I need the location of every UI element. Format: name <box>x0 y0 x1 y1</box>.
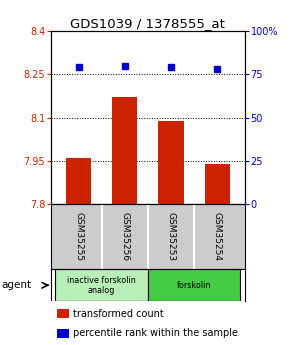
Text: GSM35253: GSM35253 <box>166 212 175 261</box>
Text: forskolin: forskolin <box>177 281 211 290</box>
Text: GSM35254: GSM35254 <box>213 212 222 261</box>
Text: percentile rank within the sample: percentile rank within the sample <box>73 328 238 338</box>
Text: GSM35255: GSM35255 <box>74 212 83 261</box>
Bar <box>112 97 137 204</box>
Title: GDS1039 / 1378555_at: GDS1039 / 1378555_at <box>70 17 225 30</box>
Text: transformed count: transformed count <box>73 309 164 319</box>
Text: agent: agent <box>1 280 32 290</box>
Bar <box>148 269 240 301</box>
Bar <box>57 329 69 337</box>
Bar <box>66 158 91 204</box>
Bar <box>158 120 184 204</box>
Bar <box>57 309 69 318</box>
Text: inactive forskolin
analog: inactive forskolin analog <box>67 276 136 295</box>
Bar <box>55 269 148 301</box>
Bar <box>204 164 230 204</box>
Text: GSM35256: GSM35256 <box>120 212 129 261</box>
